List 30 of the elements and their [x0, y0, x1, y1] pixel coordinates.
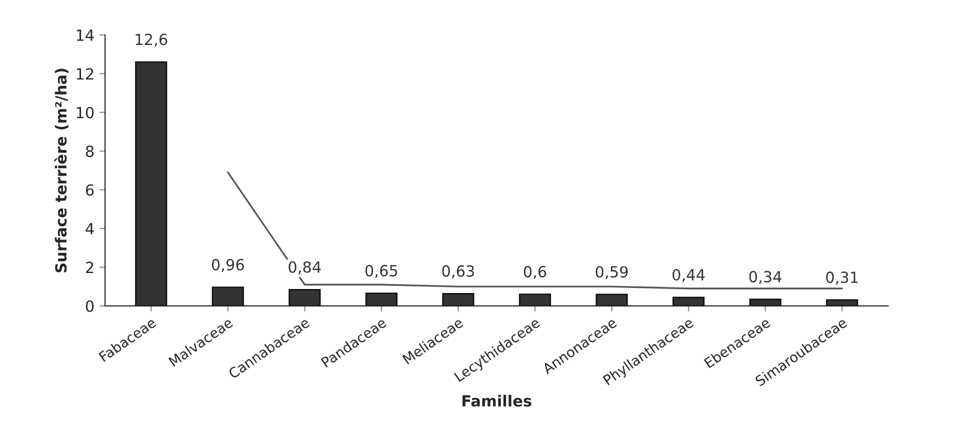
data-label: 0,6 — [524, 266, 546, 279]
y-axis-title: Surface terrière (m²/ha) — [54, 68, 68, 272]
bar — [288, 288, 321, 306]
bar — [212, 286, 244, 306]
y-tick-label: 4 — [86, 223, 94, 234]
x-axis-title: Familles — [462, 394, 532, 407]
y-tick-label: 8 — [86, 146, 94, 158]
y-tick-label: 12 — [76, 68, 94, 80]
bar — [672, 296, 705, 306]
y-tick-label: 14 — [76, 30, 94, 41]
bar — [442, 293, 474, 306]
y-tick-label: 6 — [86, 184, 94, 196]
data-label: 0,59 — [596, 266, 628, 280]
y-tick-label: 0 — [86, 300, 94, 312]
bar — [135, 61, 168, 306]
bar — [365, 292, 398, 306]
data-label: 0,84 — [288, 261, 321, 274]
bar — [826, 299, 858, 306]
data-label: 0,34 — [749, 270, 782, 284]
data-label: 0,65 — [365, 264, 398, 278]
bar — [749, 298, 782, 306]
data-label: 12,6 — [136, 34, 168, 47]
bar — [518, 294, 552, 306]
data-label: 0,96 — [212, 258, 244, 272]
bar — [596, 294, 628, 306]
data-label: 0,31 — [826, 271, 858, 285]
y-tick-label: 2 — [86, 262, 94, 273]
data-label: 0,63 — [442, 265, 474, 278]
y-tick-label: 10 — [76, 106, 94, 118]
data-label: 0,44 — [672, 268, 705, 282]
